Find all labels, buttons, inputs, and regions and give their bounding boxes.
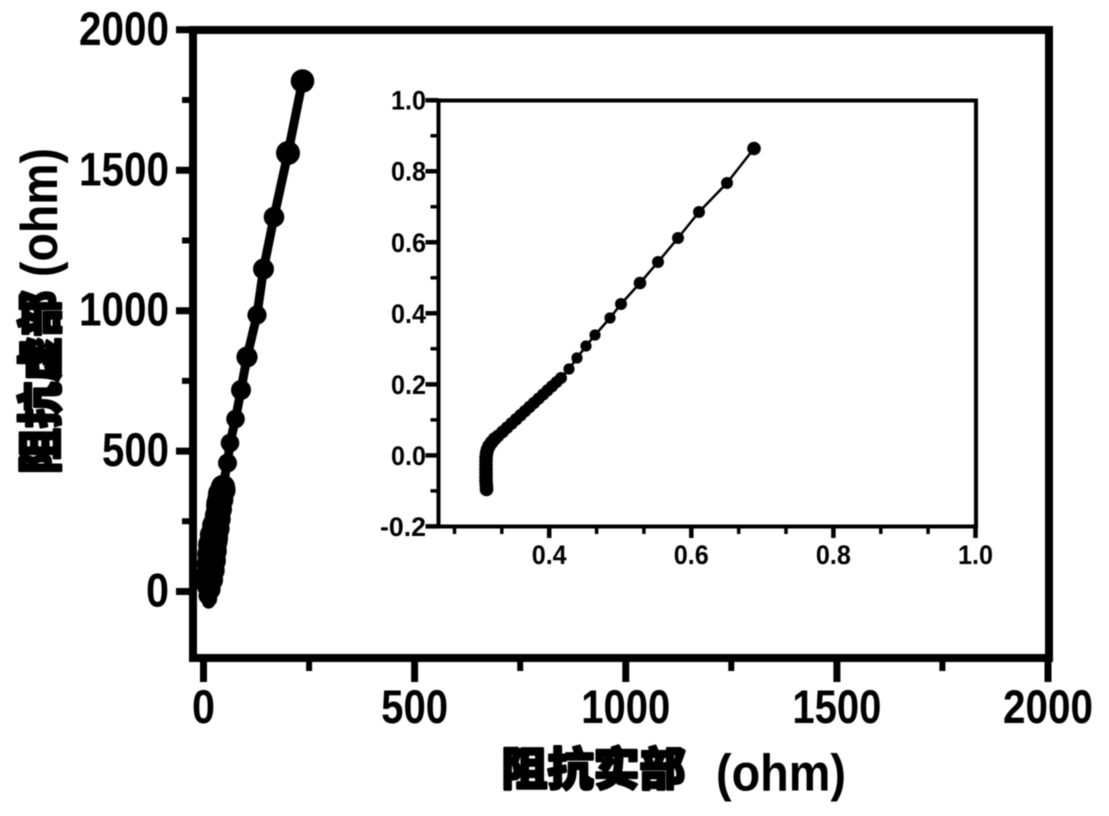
svg-text:-0.2: -0.2 — [380, 512, 426, 542]
svg-text:0.4: 0.4 — [391, 299, 426, 329]
svg-text:1.0: 1.0 — [958, 540, 993, 570]
svg-text:0.2: 0.2 — [391, 370, 426, 400]
svg-text:0.8: 0.8 — [816, 540, 851, 570]
svg-text:1500: 1500 — [792, 680, 881, 733]
svg-text:1000: 1000 — [581, 680, 670, 733]
svg-text:0.0: 0.0 — [391, 441, 426, 471]
svg-text:0.8: 0.8 — [391, 157, 426, 187]
svg-text:2000: 2000 — [79, 2, 169, 55]
svg-text:0: 0 — [192, 680, 215, 733]
svg-text:1500: 1500 — [79, 142, 169, 195]
svg-text:0.6: 0.6 — [391, 228, 426, 258]
svg-text:500: 500 — [381, 680, 448, 733]
svg-text:500: 500 — [102, 423, 169, 476]
svg-text:0: 0 — [146, 564, 169, 617]
svg-text:1.0: 1.0 — [391, 86, 426, 116]
svg-text:0.4: 0.4 — [532, 540, 567, 570]
svg-text:2000: 2000 — [1003, 680, 1093, 733]
svg-text:(ohm): (ohm) — [716, 745, 846, 803]
svg-text:1000: 1000 — [79, 283, 169, 336]
svg-text:(ohm): (ohm) — [11, 148, 69, 277]
svg-text:0.6: 0.6 — [674, 540, 709, 570]
